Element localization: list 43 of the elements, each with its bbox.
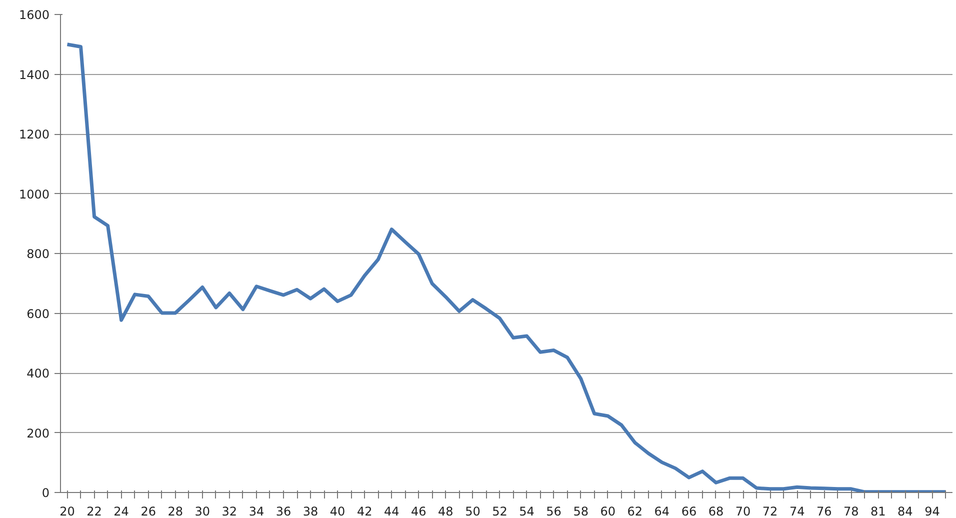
y-tick-label: 800 — [26, 247, 50, 261]
x-tick-label: 60 — [600, 504, 616, 518]
x-tick-label: 40 — [330, 504, 346, 518]
x-tick-label: 20 — [60, 504, 75, 518]
x-tick-label: 58 — [573, 504, 588, 518]
x-tick-label: 72 — [762, 504, 778, 518]
x-tick-label: 36 — [276, 504, 292, 518]
x-tick-label: 48 — [438, 504, 454, 518]
x-tick-label: 42 — [356, 504, 372, 518]
x-tick-label: 81 — [870, 504, 886, 518]
line-series — [66, 42, 948, 492]
x-tick-label: 32 — [222, 504, 238, 518]
y-tick-label: 600 — [26, 306, 50, 321]
x-tick-label: 26 — [140, 504, 156, 518]
x-tick-label: 78 — [844, 504, 859, 518]
x-tick-label: 28 — [168, 504, 184, 518]
x-tick-label: 46 — [411, 504, 426, 518]
y-tick-label: 200 — [26, 426, 50, 440]
x-tick-label: 76 — [816, 504, 832, 518]
x-tick-label: 68 — [708, 504, 724, 518]
x-tick-label: 66 — [681, 504, 697, 518]
y-tick-label: 0 — [42, 486, 50, 500]
x-tick-label: 30 — [194, 504, 210, 518]
x-tick-label: 54 — [519, 504, 534, 518]
x-tick-label: 84 — [898, 504, 913, 518]
x-tick-label: 52 — [492, 504, 508, 518]
x-tick-label: 94 — [924, 504, 940, 518]
y-tick-label: 1200 — [18, 128, 50, 142]
x-tick-label: 74 — [789, 504, 805, 518]
x-tick-label: 22 — [86, 504, 102, 518]
x-tick-label: 24 — [114, 504, 129, 518]
x-tick-label: 50 — [465, 504, 480, 518]
y-tick-label: 1600 — [18, 8, 50, 22]
x-tick-label: 34 — [248, 504, 264, 518]
x-tick-label: 62 — [627, 504, 643, 518]
y-tick-label: 1400 — [18, 68, 50, 82]
x-tick-label: 64 — [654, 504, 670, 518]
y-tick-label: 400 — [26, 366, 50, 380]
y-tick-label: 1000 — [18, 187, 50, 202]
x-tick-label: 38 — [302, 504, 318, 518]
x-tick-label: 44 — [384, 504, 400, 518]
x-tick-label: 70 — [735, 504, 751, 518]
x-tick-label: 56 — [546, 504, 562, 518]
